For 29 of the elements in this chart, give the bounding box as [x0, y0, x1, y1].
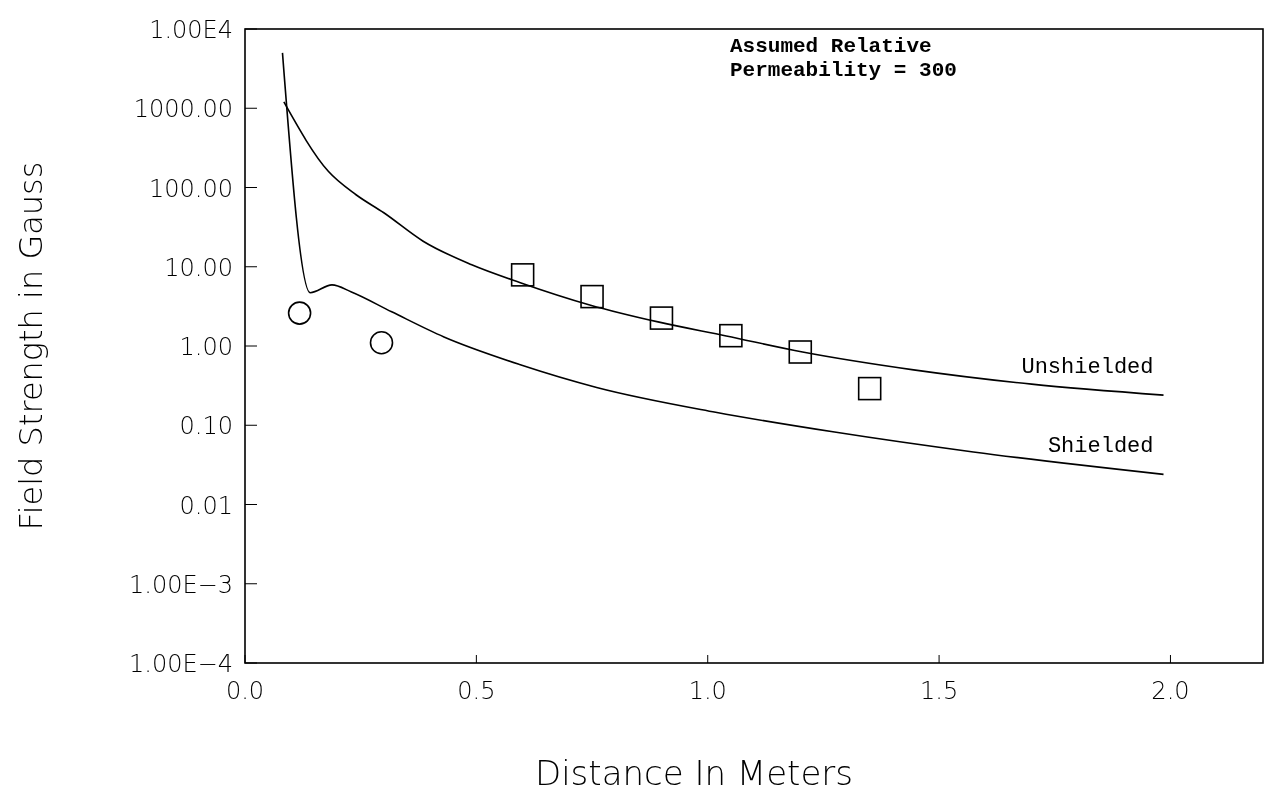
annotation: Assumed Relative — [730, 35, 932, 58]
point — [719, 323, 743, 348]
point — [287, 301, 312, 325]
y-tick-label: 1.00E−3 — [129, 570, 233, 599]
y-tick-label: 1.00E4 — [149, 16, 233, 44]
series-label: Shielded — [1047, 434, 1154, 460]
y-tick-label: 1000.00 — [133, 95, 233, 124]
y-tick-label: 10.00 — [164, 253, 233, 282]
x-tick-label: 0.5 — [457, 677, 496, 705]
y-tick-label: 1.00E−4 — [129, 650, 233, 678]
point — [369, 330, 394, 355]
line-series — [281, 52, 1165, 476]
y-tick-label: 100.00 — [149, 174, 233, 203]
point — [510, 263, 535, 287]
x-tick-label: 0.0 — [225, 677, 265, 705]
point — [788, 340, 813, 364]
x-axis-title: Distance In Meters — [534, 753, 854, 793]
y-tick-label: 0.10 — [179, 412, 233, 441]
annotation: Permeability = 300 — [730, 59, 957, 82]
x-tick-label: 1.5 — [920, 677, 959, 705]
series-label: Unshielded — [1021, 355, 1154, 381]
point — [649, 306, 674, 330]
y-tick-label: 1.00 — [179, 333, 233, 361]
x-tick-label: 1.0 — [688, 677, 727, 705]
y-tick-label: 0.01 — [179, 491, 233, 520]
x-tick-label: 2.0 — [1151, 677, 1190, 705]
point — [857, 376, 882, 401]
y-axis-title: Field Strength in Gauss — [12, 161, 50, 531]
point — [580, 284, 604, 309]
